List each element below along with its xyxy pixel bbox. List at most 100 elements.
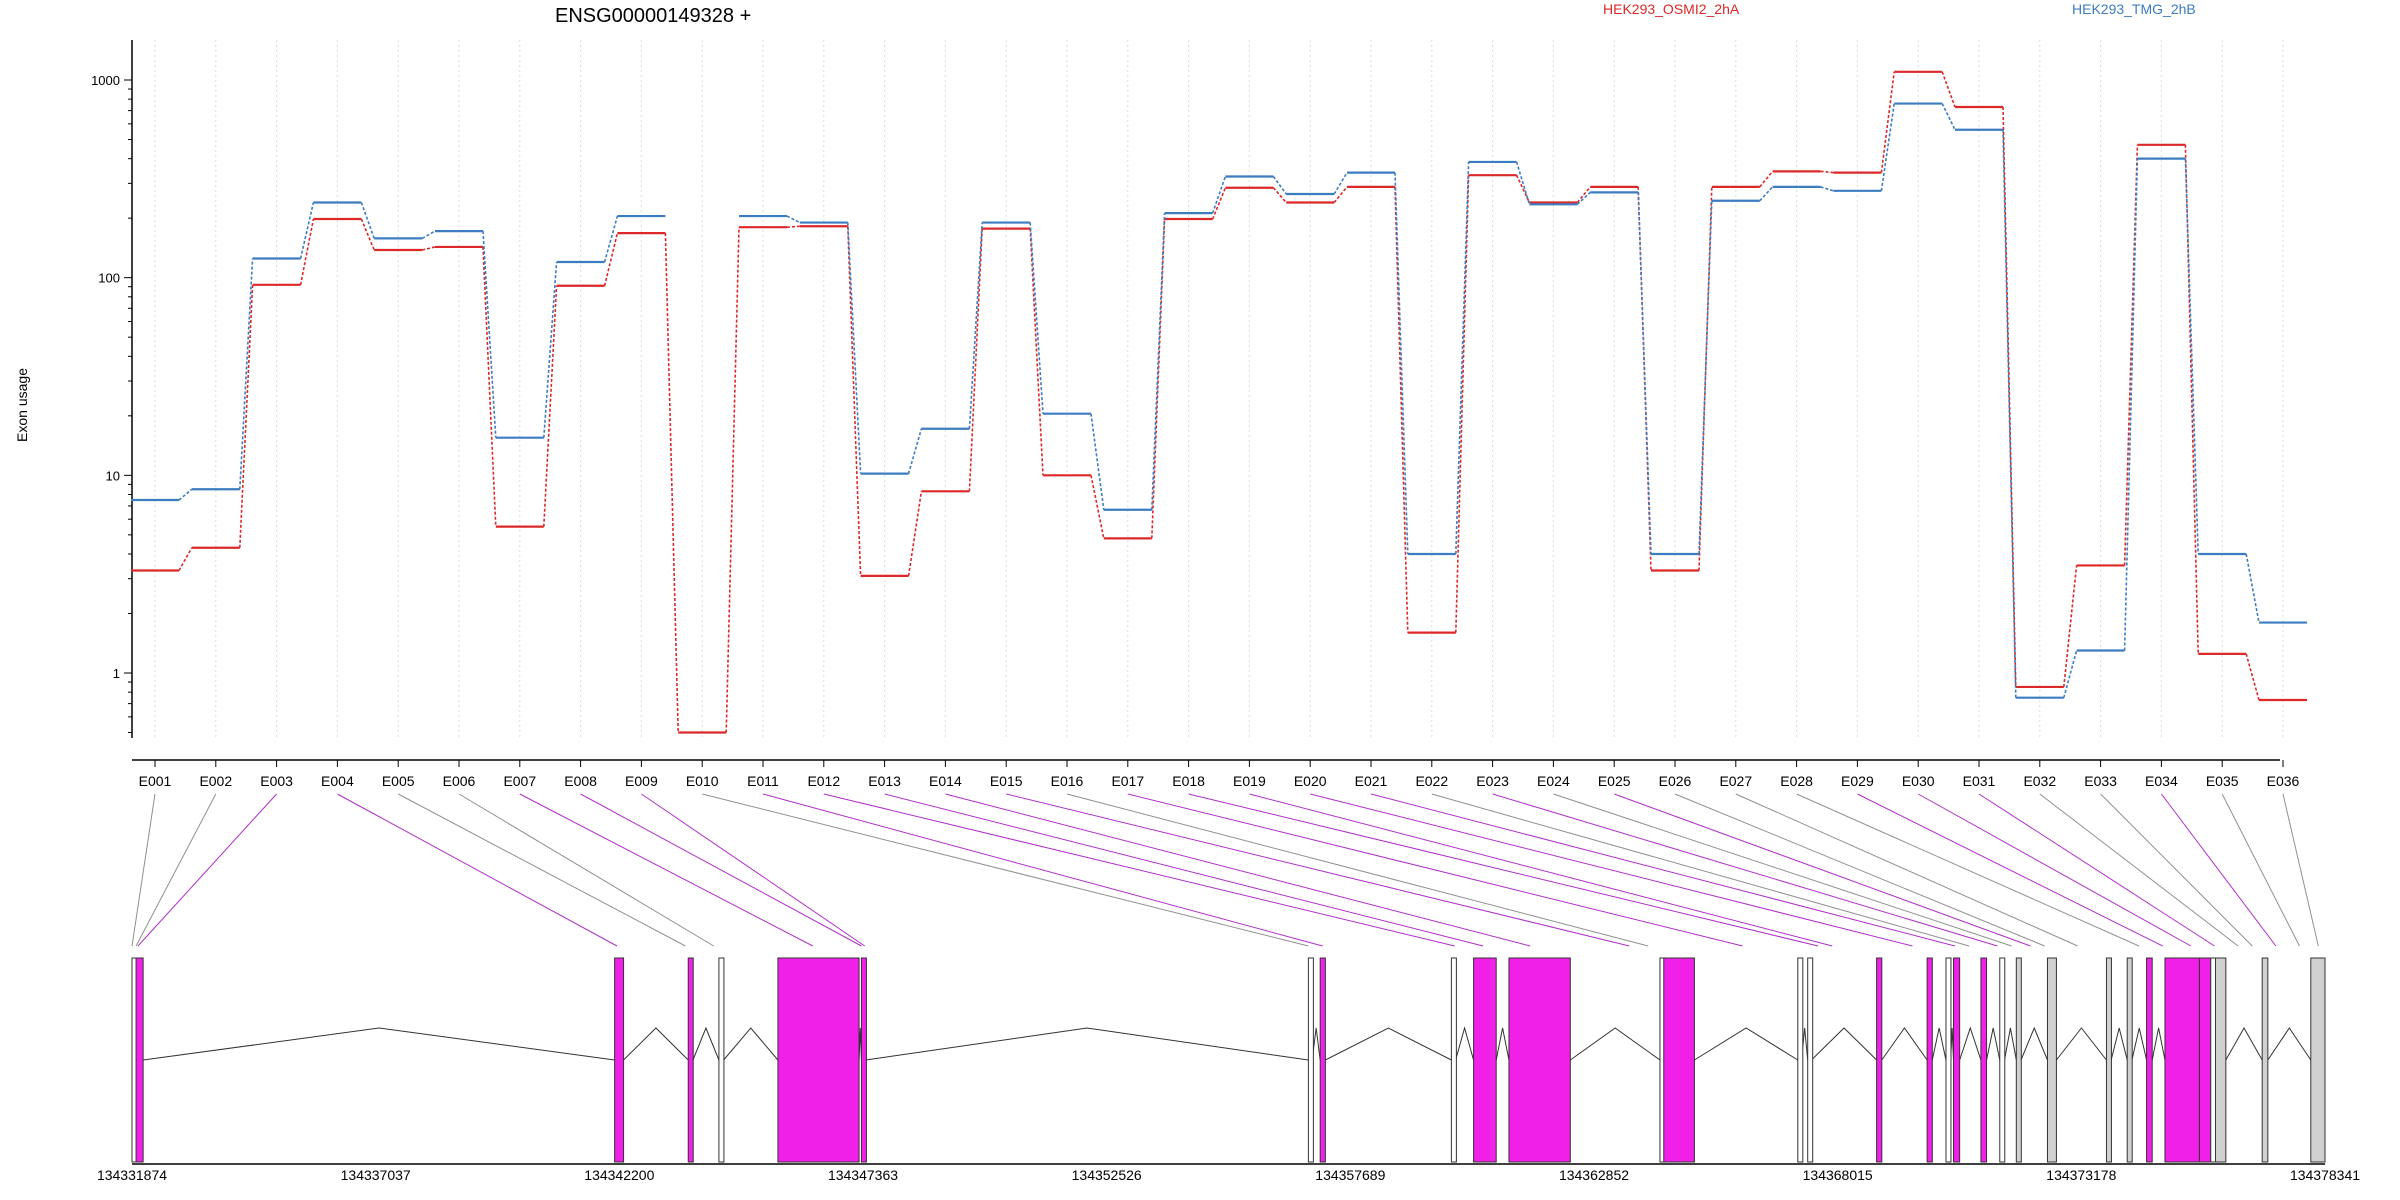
exon-label: E008 <box>564 773 597 789</box>
connector-line <box>1394 186 1409 633</box>
intron-line <box>623 1027 689 1061</box>
connector-line <box>603 215 619 263</box>
connector-line <box>2245 553 2260 623</box>
y-axis-label: Exon usage <box>14 368 30 442</box>
exon-label: E002 <box>199 773 232 789</box>
exon-label: E033 <box>2084 773 2117 789</box>
connector-line <box>1576 186 1591 204</box>
connector-line <box>178 488 193 501</box>
connector-line <box>543 261 558 438</box>
connector-line <box>421 230 436 240</box>
coord-tick-label: 134342200 <box>584 1167 654 1183</box>
exon-label: E003 <box>260 773 293 789</box>
connector-line <box>1272 176 1287 195</box>
exon-block <box>2198 957 2212 1163</box>
connector-line <box>1759 186 1774 202</box>
exon-label: E013 <box>868 773 901 789</box>
intron-line <box>1694 1027 1799 1061</box>
exon-connector <box>823 793 1455 947</box>
series-osmi <box>131 70 2307 734</box>
exon-label: E011 <box>747 773 779 789</box>
connector-line <box>482 246 497 527</box>
exon-label: E014 <box>929 773 962 789</box>
exon-label: E006 <box>443 773 476 789</box>
connector-line <box>1515 161 1531 205</box>
intron-line <box>1881 1027 1928 1061</box>
exon-connector <box>1188 793 1819 947</box>
connector-line <box>482 231 497 438</box>
exon-block <box>1807 957 1814 1163</box>
intron-line <box>865 1027 1309 1061</box>
exon-block <box>1307 957 1314 1163</box>
connector-line <box>725 227 740 733</box>
exon-connector <box>1431 793 1970 947</box>
chart-title: ENSG00000149328 + <box>555 5 751 27</box>
connector-line <box>1090 475 1105 539</box>
exon-block <box>2261 957 2269 1163</box>
connector-line <box>603 232 619 286</box>
exon-connector <box>2100 793 2253 947</box>
intron-line <box>1495 1027 1510 1061</box>
y-tick-label: 1 <box>113 666 120 681</box>
exon-connector <box>641 793 866 947</box>
connector-line <box>847 226 862 576</box>
exon-connector <box>2221 793 2300 947</box>
exon-block <box>2105 957 2112 1163</box>
connector-line <box>1029 222 1044 414</box>
exon-connector <box>2282 793 2319 947</box>
legend-entry-osmi: HEK293_OSMI2_2hA <box>1603 1 1740 17</box>
intron-line <box>2267 1027 2312 1061</box>
exon-label: E010 <box>686 773 719 789</box>
exon-label: E036 <box>2267 773 2300 789</box>
exon-label: E017 <box>1111 773 1144 789</box>
intron-line <box>2056 1027 2107 1061</box>
exon-block <box>1319 957 1326 1163</box>
coord-tick-label: 134357689 <box>1315 1167 1385 1183</box>
exon-connector <box>2039 793 2239 947</box>
exon-label: E028 <box>1780 773 1813 789</box>
connector-line <box>1090 413 1105 510</box>
coord-tick-label: 134373178 <box>2046 1167 2116 1183</box>
exon-label: E032 <box>2023 773 2056 789</box>
connector-line <box>847 222 862 474</box>
exon-label: E009 <box>625 773 658 789</box>
exon-label: E018 <box>1172 773 1205 789</box>
exon-connector <box>1735 793 2078 947</box>
series-layer <box>131 70 2307 734</box>
exon-label: E001 <box>139 773 172 789</box>
exon-connector <box>1796 793 2140 947</box>
intron-line <box>1325 1027 1452 1061</box>
exon-block <box>2214 957 2227 1163</box>
exon-block <box>1945 957 1952 1163</box>
grid-lines <box>154 40 2284 738</box>
connector-line <box>1698 200 1713 555</box>
exon-connector <box>1978 793 2215 947</box>
exon-block <box>2046 957 2057 1163</box>
exon-connector <box>1066 793 1649 947</box>
connector-line <box>664 233 679 733</box>
connector-line <box>178 547 193 571</box>
exon-connectors <box>131 793 2319 947</box>
exon-label: E034 <box>2145 773 2178 789</box>
connector-line <box>360 218 375 251</box>
exon-connector <box>131 793 156 947</box>
intron-line <box>2020 1026 2048 1061</box>
intron-line <box>1811 1027 1877 1061</box>
exon-block <box>2126 957 2133 1163</box>
connector-line <box>1637 192 1652 555</box>
intron-line <box>1570 1027 1661 1061</box>
exon-connector <box>884 793 1484 947</box>
connector-line <box>907 491 923 576</box>
coord-tick-label: 134331874 <box>97 1167 167 1183</box>
exon-label: E031 <box>1963 773 1996 789</box>
connector-line <box>1759 170 1774 188</box>
genome-coordinate-axis: 134331874 134337037 134342200 134347363 1343… <box>97 1163 2360 1183</box>
exon-connector <box>458 793 714 947</box>
exon-block <box>1473 957 1497 1163</box>
intron-line <box>1959 1026 1982 1061</box>
exon-block <box>1953 957 1961 1163</box>
connector-line <box>1151 213 1166 510</box>
intron-line <box>2131 1027 2148 1061</box>
exon-block <box>614 957 625 1163</box>
